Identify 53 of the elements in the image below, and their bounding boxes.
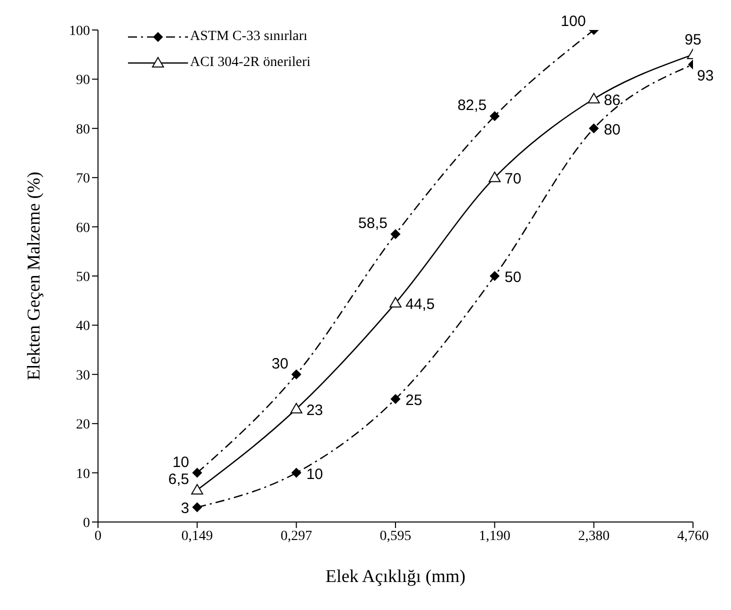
- data-label: 93: [697, 67, 714, 84]
- data-label: 82,5: [457, 97, 487, 114]
- x-tick-label: 0,149: [181, 528, 213, 544]
- point: [390, 394, 400, 404]
- data-label: 23: [306, 402, 324, 419]
- y-tick-label: 10: [76, 466, 90, 482]
- x-tick-label: 4,760: [677, 528, 709, 544]
- data-label: 58,5: [358, 215, 388, 232]
- data-label: 3: [180, 500, 190, 518]
- point: [488, 172, 501, 182]
- data-label: 86: [604, 92, 621, 109]
- data-label: 10: [306, 466, 324, 483]
- point: [192, 502, 202, 512]
- y-tick-label: 60: [76, 220, 90, 236]
- y-tick-label: 50: [76, 270, 90, 285]
- point: [390, 297, 402, 308]
- x-tick-label: 2,380: [578, 528, 610, 544]
- x-tick-label: 1,190: [478, 528, 510, 544]
- point: [588, 92, 600, 104]
- point: [588, 123, 599, 134]
- point: [191, 484, 204, 495]
- x-tick-label: 0,297: [280, 528, 312, 544]
- point: [490, 271, 500, 281]
- y-tick-label: 90: [76, 73, 90, 88]
- data-label: 70: [504, 170, 522, 188]
- data-label: 6,5: [168, 471, 190, 488]
- x-tick-label: 0: [94, 528, 102, 544]
- y-tick-label: 70: [76, 172, 90, 187]
- legend-label: ASTM C-33 sınırları: [190, 29, 308, 45]
- data-label: 30: [272, 355, 288, 372]
- data-label: 44,5: [406, 296, 435, 314]
- x-axis-title: Elek Açıklığı (mm): [326, 566, 466, 586]
- point: [290, 402, 302, 414]
- data-label: 100: [560, 13, 586, 30]
- data-label: 80: [604, 121, 621, 138]
- data-label: 95: [684, 32, 702, 49]
- legend-label: ACI 304-2R önerileri: [190, 55, 311, 71]
- data-label: 25: [406, 392, 422, 409]
- y-tick-label: 30: [76, 368, 90, 384]
- y-axis-title: Elekten Geçen Malzeme (%): [23, 172, 44, 380]
- x-tick-label: 0,595: [380, 528, 412, 544]
- y-tick-label: 0: [83, 516, 90, 531]
- data-label: 10: [172, 454, 190, 471]
- y-tick-label: 100: [69, 24, 90, 39]
- y-tick-label: 80: [76, 122, 90, 138]
- y-tick-label: 20: [76, 418, 90, 433]
- point: [192, 468, 202, 478]
- data-label: 50: [504, 269, 522, 286]
- point: [291, 468, 302, 478]
- y-tick-label: 40: [76, 319, 90, 334]
- point: [390, 229, 400, 240]
- point: [490, 111, 500, 122]
- point: [291, 369, 302, 380]
